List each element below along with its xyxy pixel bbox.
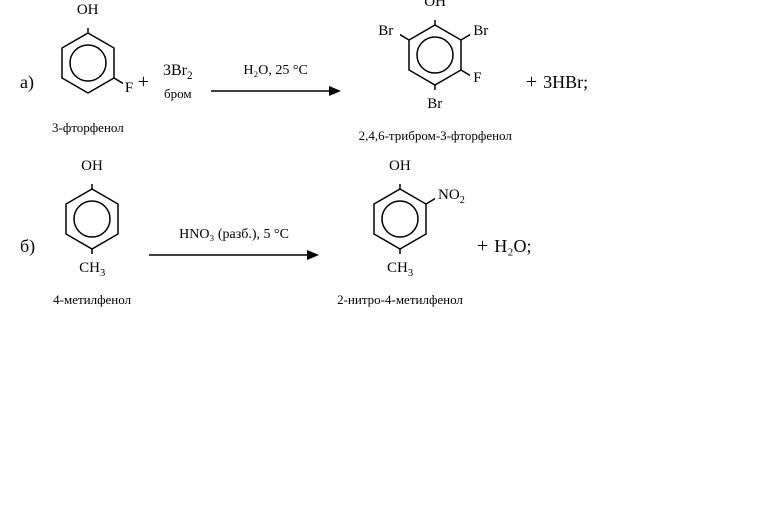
arrow-b-conditions: HNO₃ (разб.), 5 °C (179, 227, 289, 243)
hexagon-icon (365, 184, 435, 254)
sub-oh: OH (389, 158, 411, 175)
reagent-a-formula: 3Br2 (163, 62, 193, 82)
ring-a-reactant: OH F (53, 28, 123, 98)
ring-b-product: OH NO2 CH3 (365, 184, 435, 254)
arrow-b: HNO₃ (разб.), 5 °C (149, 227, 319, 265)
sub-oh: OH (424, 0, 446, 11)
reagent-a-caption: бром (164, 86, 192, 102)
reaction-a: а) OH F 3-фторфенол + 3Br2 бром H₂O, 25 … (20, 20, 750, 144)
hexagon-icon (400, 20, 470, 90)
sub-ch3: CH3 (79, 260, 105, 279)
plus-a1: + (138, 71, 149, 94)
sub-br-ru: Br (473, 23, 488, 40)
hexagon-icon (57, 184, 127, 254)
arrow-icon (149, 245, 319, 265)
plus-b: + (477, 235, 488, 258)
arrow-a-conditions: H₂O, 25 °C (243, 63, 308, 79)
plus-a2: + (526, 71, 537, 94)
sub-f: F (125, 80, 133, 97)
product-a: OH Br Br F Br 2,4,6-трибром-3-фторфенол (359, 20, 512, 144)
arrow-a: H₂O, 25 °C (211, 63, 341, 101)
sub-oh: OH (77, 2, 99, 19)
sub-br-b: Br (427, 96, 442, 113)
caption-a-reactant: 3-фторфенол (52, 120, 124, 136)
ring-a-product: OH Br Br F Br (400, 20, 470, 90)
sub-br-lu: Br (378, 23, 393, 40)
caption-a-product: 2,4,6-трибром-3-фторфенол (359, 128, 512, 144)
caption-b-reactant: 4-метилфенол (53, 292, 131, 308)
product-b: OH NO2 CH3 2-нитро-4-метилфенол (337, 184, 463, 308)
arrow-icon (211, 81, 341, 101)
reagent-a: 3Br2 бром (163, 62, 193, 102)
hexagon-icon (53, 28, 123, 98)
reactant-b: OH CH3 4-метилфенол (53, 184, 131, 308)
reaction-b-label: б) (20, 236, 35, 257)
reaction-a-label: а) (20, 72, 34, 93)
sub-no2: NO2 (438, 187, 465, 206)
reaction-b: б) OH CH3 4-метилфенол HNO₃ (разб.), 5 °… (20, 184, 750, 308)
caption-b-product: 2-нитро-4-метилфенол (337, 292, 463, 308)
byproduct-b: H₂O; (494, 236, 531, 257)
ring-b-reactant: OH CH3 (57, 184, 127, 254)
sub-ch3: CH3 (387, 260, 413, 279)
reactant-a: OH F 3-фторфенол (52, 28, 124, 136)
sub-f: F (473, 70, 481, 87)
byproduct-a: 3HBr; (543, 72, 588, 93)
sub-oh: OH (81, 158, 103, 175)
